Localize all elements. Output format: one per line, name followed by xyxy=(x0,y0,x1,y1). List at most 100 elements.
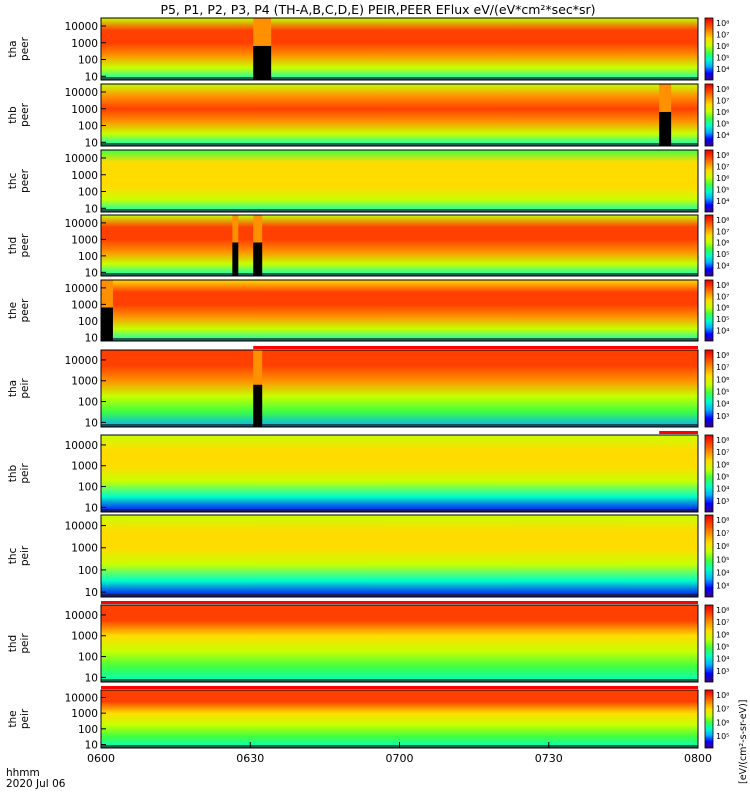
colorbar-scale xyxy=(704,514,714,598)
colorbar-tick-label: 10⁴ xyxy=(716,655,729,664)
y-tick-label: 100 xyxy=(78,397,98,409)
data-gap-top xyxy=(659,84,672,112)
y-axis-label: tha xyxy=(7,380,19,397)
colorbar-tick-label: 10⁵ xyxy=(716,473,729,482)
colorbar-scale xyxy=(704,279,714,342)
spectrogram-heatmap xyxy=(101,150,698,212)
colorbar-thd-peer: 10⁸ 10⁷ 10⁶ 10⁵ 10⁴ xyxy=(704,214,729,277)
y-axis-label: peir xyxy=(19,378,31,399)
colorbar-thb-peer: 10⁸ 10⁷ 10⁶ 10⁵ 10⁴ xyxy=(704,83,729,147)
colorbar-thc-peer: 10⁸ 10⁷ 10⁶ 10⁵ 10⁴ xyxy=(704,149,729,213)
colorbar-tick-label: 10⁸ xyxy=(716,436,729,445)
y-tick-label: 10000 xyxy=(65,283,98,295)
flag-bar xyxy=(101,601,698,604)
colorbar-the-peir: 10⁸ 10⁷ 10⁶ 10⁵ xyxy=(704,689,729,749)
colorbar-tick-label: 10⁴ xyxy=(716,131,729,140)
y-tick-label: 10000 xyxy=(65,692,98,704)
spectrogram-heatmap xyxy=(101,18,698,80)
colorbar-scale xyxy=(704,83,714,147)
panel-thd-peir: 10 100 1000 10000 thd peir xyxy=(7,600,699,684)
y-tick-label: 100 xyxy=(78,121,98,133)
data-gap-top xyxy=(253,350,263,385)
flag-bar-background xyxy=(101,430,698,435)
colorbar-tick-label: 10⁴ xyxy=(716,261,729,270)
y-tick-label: 1000 xyxy=(71,461,98,473)
y-tick-label: 1000 xyxy=(71,299,98,311)
colorbar-tick-label: 10⁶ xyxy=(716,718,729,727)
colorbar-tick-label: 10⁴ xyxy=(716,400,729,409)
x-tick-label: 0730 xyxy=(535,752,563,765)
spectrogram-baseline xyxy=(101,273,698,276)
y-axis-label: peer xyxy=(19,102,31,127)
colorbar-scale xyxy=(704,604,714,683)
panel-the-peir: 10 100 1000 10000 the peir xyxy=(7,685,699,752)
spectrogram-heatmap xyxy=(101,690,698,748)
spectrogram-baseline xyxy=(101,594,698,597)
y-tick-label: 10 xyxy=(85,672,98,684)
colorbar-tick-label: 10⁴ xyxy=(716,326,729,335)
panel-tha-peer: 10 100 1000 10000 tha peer xyxy=(7,17,699,83)
data-gap xyxy=(232,242,239,276)
y-tick-label: 10000 xyxy=(65,153,98,165)
y-axis-label: peir xyxy=(19,633,31,654)
colorbar-tha-peir: 10⁸ 10⁷ 10⁶ 10⁵ 10⁴ 10³ xyxy=(704,349,729,428)
y-tick-label: 10000 xyxy=(65,610,98,622)
spectrogram-baseline xyxy=(101,209,698,212)
y-axis-label: thc xyxy=(7,173,19,190)
y-tick-label: 10 xyxy=(85,137,98,149)
panel-the-peer: 10 100 1000 10000 the peer xyxy=(7,279,699,344)
colorbar-tick-label: 10⁵ xyxy=(716,315,729,324)
colorbar-tick-label: 10³ xyxy=(716,581,729,590)
spectrogram-heatmap xyxy=(101,435,698,512)
y-tick-label: 10 xyxy=(85,332,98,344)
spectrogram-heatmap xyxy=(101,215,698,276)
y-tick-label: 100 xyxy=(78,187,98,199)
y-tick-label: 10 xyxy=(85,502,98,514)
colorbar-tick-label: 10⁷ xyxy=(716,163,729,172)
y-tick-label: 1000 xyxy=(71,104,98,116)
spectrogram-baseline xyxy=(101,424,698,427)
colorbar-tick-label: 10⁸ xyxy=(716,691,729,700)
y-tick-label: 10 xyxy=(85,267,98,279)
x-tick-label: 0600 xyxy=(87,752,115,765)
panel-tha-peir: 10 100 1000 10000 tha peir xyxy=(7,345,699,429)
colorbar-tick-label: 10⁸ xyxy=(716,606,729,615)
data-gap xyxy=(253,45,272,80)
data-gap xyxy=(253,384,263,427)
data-gap-top xyxy=(232,215,239,243)
y-tick-label: 10000 xyxy=(65,440,98,452)
y-axis-label: the xyxy=(7,302,19,319)
x-axis-corner-label: hhmm xyxy=(6,767,40,779)
y-tick-label: 10 xyxy=(85,203,98,215)
y-tick-label: 100 xyxy=(78,55,98,67)
y-tick-label: 10000 xyxy=(65,218,98,230)
colorbar-tick-label: 10⁵ xyxy=(716,388,729,397)
colorbar-tick-label: 10⁶ xyxy=(716,375,729,384)
colorbar-tick-label: 10³ xyxy=(716,667,729,676)
colorbar-tick-label: 10⁵ xyxy=(716,250,729,259)
colorbar-tick-label: 10⁴ xyxy=(716,65,729,74)
flag-bar xyxy=(253,346,699,349)
colorbar-tick-label: 10⁶ xyxy=(716,42,729,51)
y-tick-label: 1000 xyxy=(71,708,98,720)
colorbar-tick-label: 10³ xyxy=(716,497,729,506)
panel-thc-peir: 10 100 1000 10000 thc peir xyxy=(7,514,699,599)
y-tick-label: 1000 xyxy=(71,234,98,246)
colorbar-tick-label: 10⁸ xyxy=(716,216,729,225)
colorbar-thb-peir: 10⁸ 10⁷ 10⁶ 10⁵ 10⁴ 10³ xyxy=(704,434,729,513)
colorbar-side-label: [eV/(cm²-s-sr-eV)] xyxy=(738,700,749,784)
colorbar-tick-label: 10⁷ xyxy=(716,448,729,457)
colorbar-tick-label: 10⁸ xyxy=(716,19,729,28)
y-axis-label: peir xyxy=(19,708,31,729)
panel-thb-peer: 10 100 1000 10000 thb peer xyxy=(7,83,699,149)
spectrogram-baseline xyxy=(101,679,698,682)
spectrogram-heatmap xyxy=(101,280,698,341)
y-axis-label: thd xyxy=(7,237,19,254)
y-tick-label: 1000 xyxy=(71,543,98,555)
colorbar-tick-label: 10⁷ xyxy=(716,31,729,40)
colorbar-tick-label: 10⁶ xyxy=(716,239,729,248)
colorbar-tick-label: 10⁶ xyxy=(716,542,729,551)
colorbar-tick-label: 10⁵ xyxy=(716,186,729,195)
panel-frame xyxy=(100,434,699,513)
